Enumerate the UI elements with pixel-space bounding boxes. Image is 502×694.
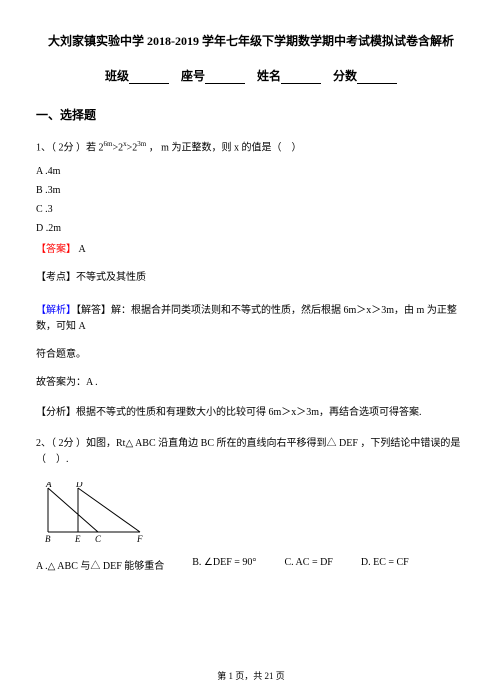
triangle-figure: A D B E C F xyxy=(40,482,170,542)
footer-mid: 页，共 xyxy=(233,671,265,681)
q2-stem: 2、（ 2分 ）如图，Rt△ ABC 沿直角边 BC 所在的直线向右平移得到△ … xyxy=(36,436,466,468)
header-blanks: 班级 座号 姓名 分数 xyxy=(36,67,466,84)
footer-total: 21 xyxy=(265,671,274,681)
q1-jiexi-cont: 符合题意。 xyxy=(36,347,466,363)
label-score: 分数 xyxy=(333,69,357,83)
q1-opt-b: B .3m xyxy=(36,185,466,196)
svg-text:B: B xyxy=(45,534,51,542)
q1-gudaan: 故答案为：A . xyxy=(36,375,466,391)
svg-text:D: D xyxy=(75,482,83,489)
blank-name xyxy=(281,72,321,84)
q1-exp3: 3m xyxy=(137,140,146,148)
svg-text:A: A xyxy=(45,482,52,489)
label-seat: 座号 xyxy=(181,69,205,83)
svg-text:E: E xyxy=(74,534,81,542)
q1-stem: 1、（ 2分 ）若 26m>2x>23m ， m 为正整数，则 x 的值是（ ） xyxy=(36,139,466,156)
answer-value: A xyxy=(76,244,86,255)
answer-label: 【答案】 xyxy=(36,244,76,255)
q1-stem-b: >2 xyxy=(112,142,123,153)
blank-class xyxy=(129,72,169,84)
q1-opt-c: C .3 xyxy=(36,204,466,215)
q2-opt-b: B. ∠DEF = 90° xyxy=(192,557,256,572)
svg-text:C: C xyxy=(95,534,102,542)
q2-options: A .△ ABC 与△ DEF 能够重合 B. ∠DEF = 90° C. AC… xyxy=(36,557,466,572)
section-heading: 一、选择题 xyxy=(36,106,466,123)
q1-stem-c: >2 xyxy=(127,142,138,153)
label-class: 班级 xyxy=(105,69,129,83)
q1-stem-d: ， m 为正整数，则 x 的值是（ ） xyxy=(146,142,301,153)
footer-prefix: 第 xyxy=(217,671,228,681)
svg-text:F: F xyxy=(136,534,143,542)
q1-answer: 【答案】 A xyxy=(36,242,466,258)
q1-opt-d: D .2m xyxy=(36,223,466,234)
q1-opt-a: A .4m xyxy=(36,166,466,177)
q2-opt-c: C. AC = DF xyxy=(284,557,332,572)
blank-score xyxy=(357,72,397,84)
jiexi-body: 【解答】解：根据合并同类项法则和不等式的性质，然后根据 6m＞x＞3m，由 m … xyxy=(36,305,457,332)
q2-opt-a: A .△ ABC 与△ DEF 能够重合 xyxy=(36,557,164,572)
q1-kaodian: 【考点】不等式及其性质 xyxy=(36,268,466,283)
jiexi-label: 【解析】 xyxy=(36,305,76,316)
q1-stem-a: 1、（ 2分 ）若 2 xyxy=(36,142,104,153)
q1-jiexi: 【解析】【解答】解：根据合并同类项法则和不等式的性质，然后根据 6m＞x＞3m，… xyxy=(36,303,466,335)
label-name: 姓名 xyxy=(257,69,281,83)
footer-suffix: 页 xyxy=(274,671,285,681)
doc-title: 大刘家镇实验中学 2018-2019 学年七年级下学期数学期中考试模拟试卷含解析 xyxy=(36,32,466,49)
page-footer: 第 1 页，共 21 页 xyxy=(0,669,502,682)
blank-seat xyxy=(205,72,245,84)
q2-opt-d: D. EC = CF xyxy=(361,557,409,572)
q1-fenxi: 【分析】根据不等式的性质和有理数大小的比较可得 6m＞x＞3m，再结合选项可得答… xyxy=(36,403,466,418)
